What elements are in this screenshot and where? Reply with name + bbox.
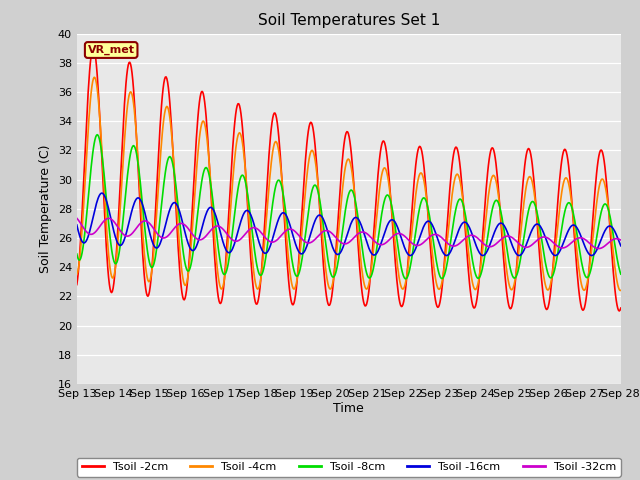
Tsoil -16cm <box>417 232 424 238</box>
Text: VR_met: VR_met <box>88 45 134 55</box>
Title: Soil Temperatures Set 1: Soil Temperatures Set 1 <box>258 13 440 28</box>
Tsoil -2cm <box>616 308 623 314</box>
Tsoil -16cm <box>140 204 147 210</box>
Line: Tsoil -4cm: Tsoil -4cm <box>77 77 621 290</box>
Tsoil -8cm <box>223 265 231 271</box>
X-axis label: Time: Time <box>333 402 364 415</box>
Tsoil -4cm <box>616 288 624 293</box>
Tsoil -32cm <box>83 229 90 235</box>
Tsoil -32cm <box>617 237 625 243</box>
Line: Tsoil -32cm: Tsoil -32cm <box>77 218 621 249</box>
Tsoil -8cm <box>433 257 440 263</box>
Tsoil -4cm <box>431 276 439 281</box>
Tsoil -8cm <box>402 276 410 282</box>
Tsoil -4cm <box>223 248 231 254</box>
Tsoil -8cm <box>93 132 101 138</box>
Tsoil -16cm <box>98 190 106 196</box>
Tsoil -8cm <box>195 203 202 208</box>
Line: Tsoil -16cm: Tsoil -16cm <box>77 193 621 255</box>
Tsoil -2cm <box>617 305 625 311</box>
Tsoil -2cm <box>223 234 231 240</box>
Tsoil -16cm <box>617 243 625 249</box>
Tsoil -2cm <box>431 297 439 303</box>
Tsoil -2cm <box>90 45 97 50</box>
Tsoil -16cm <box>433 232 440 238</box>
Tsoil -32cm <box>73 216 81 221</box>
Line: Tsoil -2cm: Tsoil -2cm <box>77 48 621 311</box>
Tsoil -4cm <box>617 288 625 293</box>
Tsoil -8cm <box>617 271 625 277</box>
Tsoil -16cm <box>195 237 202 243</box>
Tsoil -32cm <box>223 230 230 236</box>
Legend: Tsoil -2cm, Tsoil -4cm, Tsoil -8cm, Tsoil -16cm, Tsoil -32cm: Tsoil -2cm, Tsoil -4cm, Tsoil -8cm, Tsoi… <box>77 457 621 477</box>
Tsoil -32cm <box>139 219 147 225</box>
Tsoil -8cm <box>140 211 147 217</box>
Tsoil -4cm <box>83 152 90 157</box>
Tsoil -2cm <box>416 144 424 149</box>
Tsoil -2cm <box>73 282 81 288</box>
Tsoil -2cm <box>140 262 147 267</box>
Tsoil -4cm <box>90 74 98 80</box>
Tsoil -32cm <box>431 231 438 237</box>
Tsoil -4cm <box>140 239 147 245</box>
Tsoil -8cm <box>73 251 81 257</box>
Tsoil -32cm <box>595 246 603 252</box>
Tsoil -16cm <box>223 249 231 255</box>
Tsoil -8cm <box>83 212 90 218</box>
Tsoil -2cm <box>83 116 90 122</box>
Tsoil -4cm <box>195 143 202 148</box>
Tsoil -16cm <box>83 237 90 243</box>
Tsoil -16cm <box>406 252 414 258</box>
Line: Tsoil -8cm: Tsoil -8cm <box>77 135 621 279</box>
Tsoil -16cm <box>73 222 81 228</box>
Tsoil -8cm <box>417 202 424 208</box>
Tsoil -4cm <box>73 271 81 277</box>
Tsoil -2cm <box>195 107 202 112</box>
Tsoil -4cm <box>416 172 424 178</box>
Y-axis label: Soil Temperature (C): Soil Temperature (C) <box>39 144 52 273</box>
Tsoil -32cm <box>194 237 202 242</box>
Tsoil -32cm <box>415 242 422 248</box>
